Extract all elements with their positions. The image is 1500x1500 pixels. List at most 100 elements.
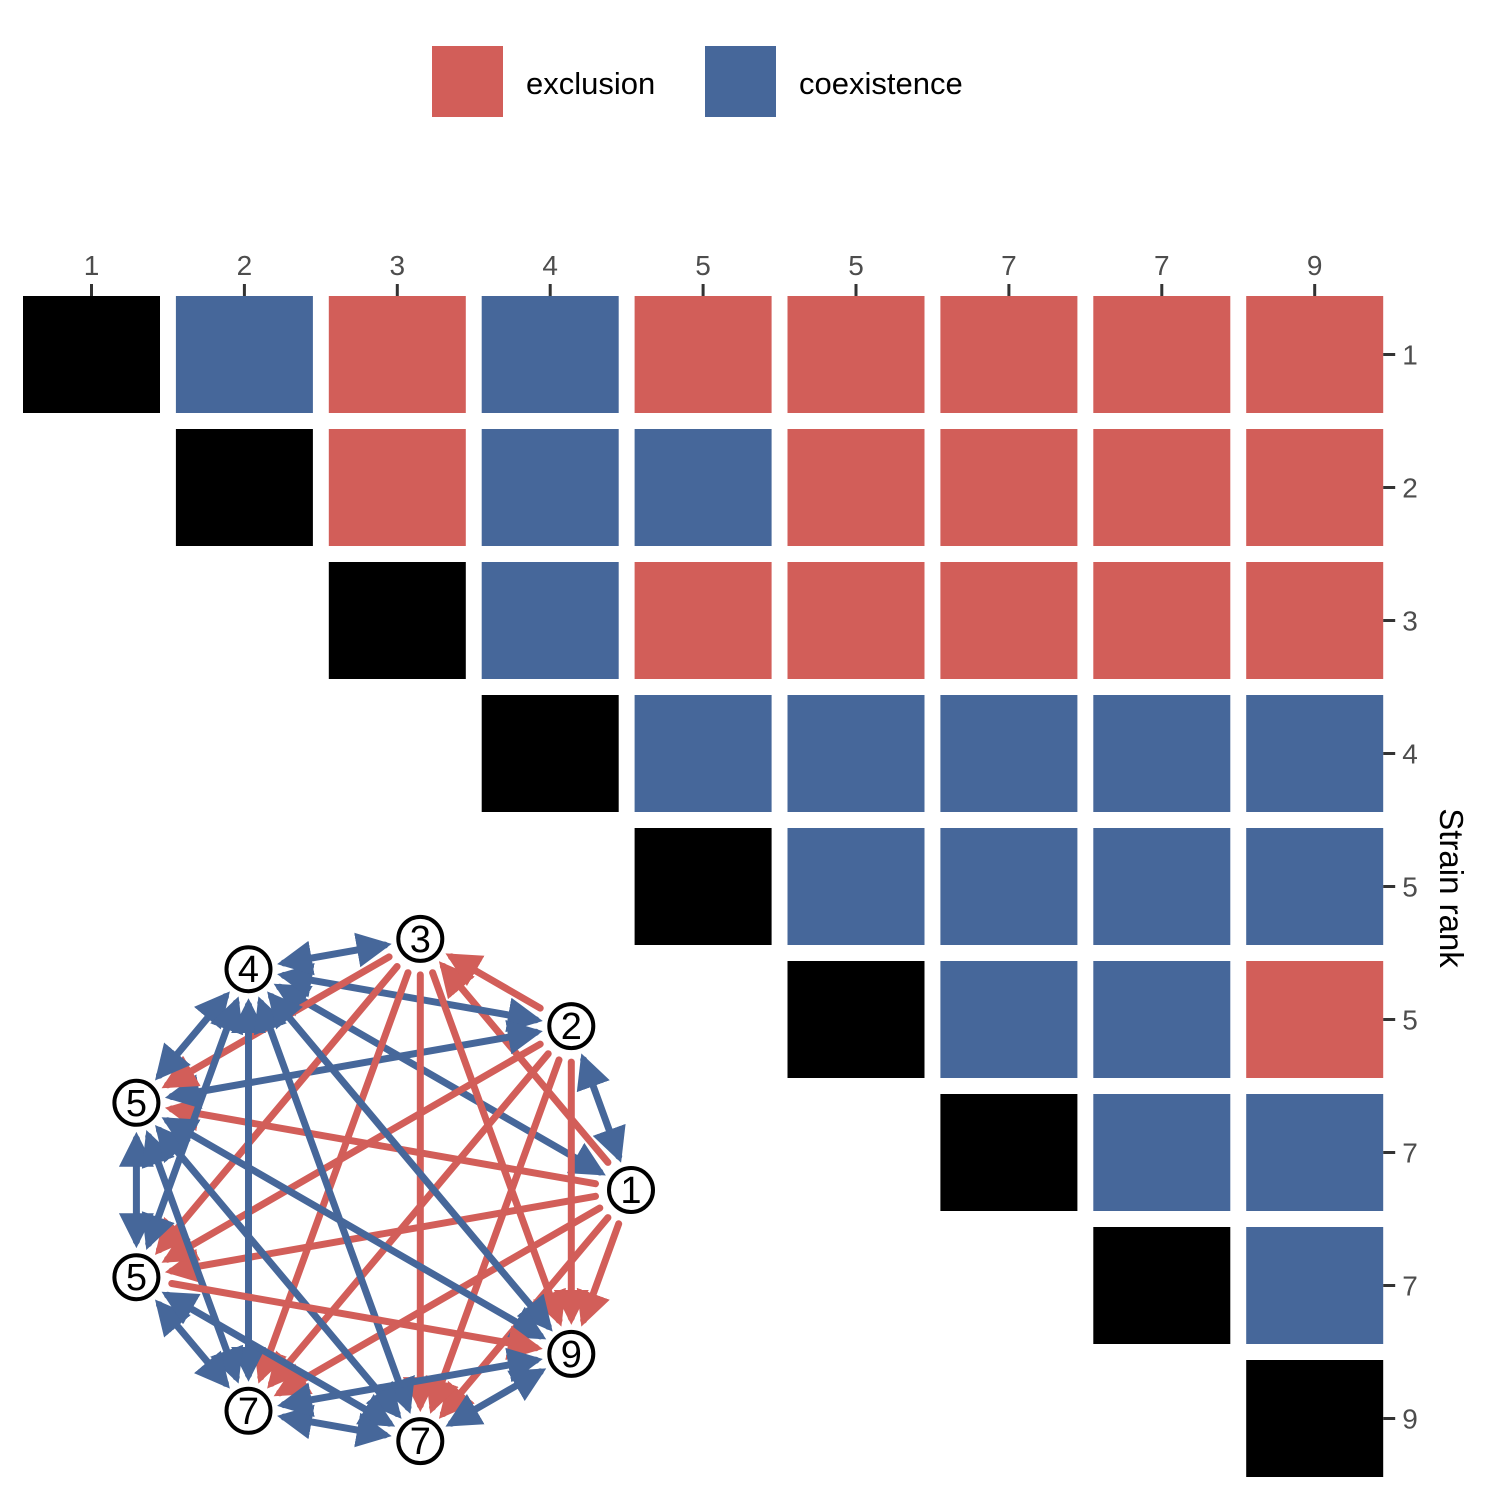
network-nodes: 1 2 3 4 5 5 7 7 9 (112, 914, 655, 1466)
network-edge-exclusion (253, 969, 412, 1384)
node-label: 7 (238, 1391, 259, 1433)
network-node: 3 (396, 914, 445, 963)
x-tick-label: 5 (695, 250, 711, 281)
y-tick-label: 7 (1402, 1271, 1418, 1302)
x-tick-label: 7 (1154, 250, 1170, 281)
x-tick-label: 7 (1001, 250, 1017, 281)
matrix-cell-r4-c6 (787, 695, 925, 812)
x-tick-label: 2 (237, 250, 253, 281)
network-edge-exclusion (445, 953, 544, 1012)
legend: exclusion coexistence (432, 46, 963, 117)
matrix-cell-r7-c8 (1093, 1094, 1231, 1211)
y-axis-title: Strain rank (1433, 808, 1470, 968)
matrix-cell-r8-c9 (1246, 1227, 1384, 1344)
matrix-cell-r3-c7 (940, 562, 1078, 679)
network-edges (118, 932, 626, 1448)
network-edge-coexistence (164, 1019, 543, 1109)
matrix-cell-r1-c5 (634, 296, 772, 413)
network-edge-exclusion (576, 1220, 623, 1327)
network-node: 5 (112, 1078, 161, 1127)
matrix-cell-r2-c3 (328, 429, 466, 546)
matrix-cell-r4-c4 (481, 695, 619, 812)
legend-label-exclusion: exclusion (526, 66, 655, 101)
matrix-cell-r2-c8 (1093, 429, 1231, 546)
y-tick-label: 1 (1402, 340, 1418, 371)
node-label: 3 (410, 919, 431, 961)
interaction-matrix (23, 296, 1384, 1477)
matrix-cell-r7-c7 (940, 1094, 1078, 1211)
matrix-cell-r6-c7 (940, 961, 1078, 1078)
node-label: 5 (126, 1083, 147, 1125)
matrix-cell-r7-c9 (1246, 1094, 1384, 1211)
matrix-cell-r6-c8 (1093, 961, 1231, 1078)
node-circle (224, 1386, 273, 1435)
network-edge-coexistence (445, 1368, 547, 1427)
matrix-cell-r5-c5 (634, 828, 772, 945)
matrix-cell-r3-c6 (787, 562, 925, 679)
matrix-cell-r2-c5 (634, 429, 772, 546)
matrix-cell-r1-c8 (1093, 296, 1231, 413)
node-circle (396, 1417, 445, 1466)
matrix-cell-r5-c6 (787, 828, 925, 945)
matrix-cell-r1-c9 (1246, 296, 1384, 413)
y-tick-label: 4 (1402, 739, 1418, 770)
matrix-cell-r2-c6 (787, 429, 925, 546)
network-node: 5 (112, 1253, 161, 1302)
network-edge-coexistence (277, 1347, 543, 1417)
matrix-cell-r3-c4 (481, 562, 619, 679)
node-label: 4 (238, 949, 259, 991)
matrix-cell-r6-c9 (1246, 961, 1384, 1078)
matrix-cell-r2-c4 (481, 429, 619, 546)
network-node: 7 (224, 1386, 273, 1435)
node-circle (607, 1166, 655, 1214)
x-tick-label: 1 (84, 250, 100, 281)
node-circle (112, 1253, 161, 1302)
matrix-cell-r5-c9 (1246, 828, 1384, 945)
node-circle (547, 1002, 596, 1051)
y-tick-label: 5 (1402, 872, 1418, 903)
node-circle (547, 1329, 596, 1378)
x-tick-label: 4 (542, 250, 558, 281)
matrix-cell-r2-c7 (940, 429, 1078, 546)
matrix-cell-r6-c6 (787, 961, 925, 1078)
y-tick-label: 9 (1402, 1404, 1418, 1435)
matrix-cell-r1-c1 (23, 296, 160, 413)
network-edge-coexistence (161, 1117, 547, 1340)
matrix-cell-r5-c7 (940, 828, 1078, 945)
x-tick-label: 5 (848, 250, 864, 281)
matrix-cell-r4-c9 (1246, 695, 1384, 812)
y-tick-label: 5 (1402, 1005, 1418, 1036)
node-circle (112, 1078, 161, 1127)
y-tick-label: 7 (1402, 1138, 1418, 1169)
matrix-cell-r3-c9 (1246, 562, 1384, 679)
node-label: 5 (126, 1257, 147, 1299)
node-circle (224, 945, 273, 994)
node-label: 2 (561, 1006, 582, 1048)
network-edge-exclusion (168, 1280, 543, 1361)
x-tick-label: 9 (1307, 250, 1323, 281)
matrix-cell-r4-c5 (634, 695, 772, 812)
x-axis-top: 1 2 3 4 5 5 7 7 9 (84, 250, 1323, 296)
network-edge-exclusion (164, 1096, 599, 1188)
legend-label-coexistence: coexistence (799, 66, 963, 101)
matrix-cell-r4-c7 (940, 695, 1078, 812)
matrix-cell-r3-c5 (634, 562, 772, 679)
network-edge-coexistence (253, 996, 415, 1414)
matrix-cell-r1-c3 (328, 296, 466, 413)
y-tick-label: 3 (1402, 606, 1418, 637)
matrix-cell-r1-c6 (787, 296, 925, 413)
matrix-cell-r5-c8 (1093, 828, 1231, 945)
node-label: 9 (561, 1334, 582, 1376)
x-tick-label: 3 (390, 250, 406, 281)
network-node: 9 (547, 1329, 596, 1378)
network-edge-coexistence (277, 1404, 392, 1448)
matrix-cell-r1-c4 (481, 296, 619, 413)
node-label: 7 (410, 1421, 431, 1463)
network-edge-coexistence (277, 932, 392, 976)
node-label: 1 (620, 1170, 641, 1212)
legend-swatch-coexistence (705, 46, 776, 117)
network-node: 1 (607, 1166, 655, 1214)
matrix-cell-r9-c9 (1246, 1360, 1384, 1477)
